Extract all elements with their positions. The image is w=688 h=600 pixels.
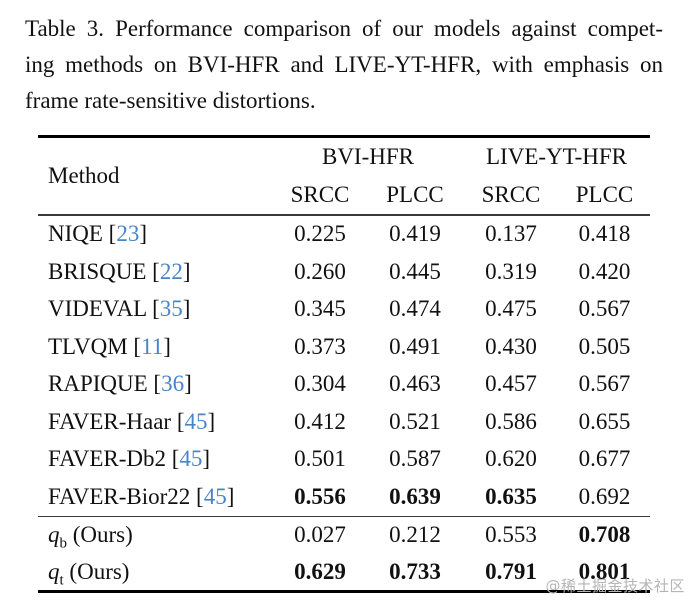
value-cell: 0.445 [389,258,441,284]
value-cell: 0.463 [389,371,441,397]
value-cell: 0.567 [578,296,631,322]
value-cell: 0.639 [389,483,441,509]
citation-link[interactable]: 35 [159,296,183,322]
table-row: TLVQM [11] 0.373 0.491 0.430 0.505 [38,328,650,366]
value-cell: 0.629 [294,558,346,584]
table-body-ours: qb (Ours) 0.027 0.212 0.553 0.708 qt (Ours) 0.… [38,517,650,590]
value-cell: 0.620 [485,446,537,472]
col-header-plcc: PLCC [386,182,444,207]
value-cell: 0.733 [389,558,441,584]
value-cell: 0.430 [485,333,537,359]
citation-link[interactable]: 45 [184,408,208,434]
value-cell: 0.567 [578,371,631,397]
value-cell: 0.419 [389,221,441,247]
method-cell: qb (Ours) [48,522,133,553]
value-cell: 0.373 [294,333,346,359]
table-row: FAVER-Bior22 [45] 0.556 0.639 0.635 0.692 [38,478,650,516]
value-cell: 0.791 [485,558,537,584]
value-cell: 0.225 [294,221,346,247]
method-cell: BRISQUE [22] [48,258,191,284]
citation-link[interactable]: 11 [141,333,164,359]
math-subscript: b [59,536,68,553]
group-header-row: BVI-HFR LIVE-YT-HFR [38,138,650,176]
value-cell: 0.586 [485,408,537,434]
ours-divider-rule [38,515,650,518]
value-cell: 0.260 [294,258,346,284]
table-body-competing: NIQE [23] 0.225 0.419 0.137 0.418 BRISQUE [22… [38,216,650,516]
group-header-live-yt-hfr: LIVE-YT-HFR [486,144,627,169]
table-row: VIDEVAL [35] 0.345 0.474 0.475 0.567 [38,291,650,329]
col-header-srcc: SRCC [481,182,541,207]
value-cell: 0.304 [294,371,346,397]
value-cell: 0.212 [389,522,441,548]
method-cell: FAVER-Haar [45] [48,408,216,434]
method-cell: qt (Ours) [48,558,130,589]
value-cell: 0.655 [578,408,631,434]
value-cell: 0.137 [485,221,537,247]
value-cell: 0.521 [389,408,441,434]
value-cell: 0.556 [294,483,346,509]
caption-line: ing methods on BVI-HFR and LIVE-YT-HFR, … [25,52,663,77]
table-bottom-rule [38,590,650,594]
value-cell: 0.420 [578,258,631,284]
table-top-rule [38,135,650,138]
value-cell: 0.587 [389,446,441,472]
value-cell: 0.319 [485,258,537,284]
citation-link[interactable]: 36 [161,371,185,397]
col-header-plcc: PLCC [575,182,634,207]
table-caption: Table 3. Performance comparison of our m… [25,11,663,119]
value-cell: 0.027 [294,522,346,548]
watermark: @稀土掘金技术社区 [545,577,685,595]
value-cell: 0.501 [294,446,346,472]
method-cell: NIQE [23] [48,221,148,247]
table-row: BRISQUE [22] 0.260 0.445 0.319 0.420 [38,253,650,291]
value-cell: 0.345 [294,296,346,322]
method-cell: FAVER-Bior22 [45] [48,483,235,509]
header-divider-rule [38,214,650,216]
table-row: FAVER-Db2 [45] 0.501 0.587 0.620 0.677 [38,441,650,479]
value-cell: 0.505 [578,333,631,359]
value-cell: 0.801 [578,558,631,584]
table-row: RAPIQUE [36] 0.304 0.463 0.457 0.567 [38,366,650,404]
value-cell: 0.457 [485,371,537,397]
group-header-bvi-hfr: BVI-HFR [321,144,414,169]
method-cell: VIDEVAL [35] [48,296,191,322]
value-cell: 0.692 [578,483,631,509]
value-cell: 0.677 [578,446,631,472]
value-cell: 0.491 [389,333,441,359]
method-column-header: Method [48,163,120,188]
table-header: Method BVI-HFR LIVE-YT-HFR SRCC PLCC SRC… [38,138,650,214]
value-cell: 0.418 [578,221,631,247]
caption-line: Table 3. Performance comparison of our m… [25,16,663,41]
math-symbol: q [48,558,60,584]
value-cell: 0.412 [294,408,346,434]
value-cell: 0.708 [578,522,631,548]
table-row: FAVER-Haar [45] 0.412 0.521 0.586 0.655 [38,403,650,441]
citation-link[interactable]: 23 [116,221,140,247]
citation-link[interactable]: 45 [179,446,203,472]
results-table: Method BVI-HFR LIVE-YT-HFR SRCC PLCC SRC… [38,135,650,594]
citation-link[interactable]: 45 [203,483,227,509]
method-cell: RAPIQUE [36] [48,371,192,397]
method-cell: FAVER-Db2 [45] [48,446,211,472]
col-header-srcc: SRCC [290,182,350,207]
value-cell: 0.474 [389,296,441,322]
sub-header-row: SRCC PLCC SRCC PLCC [38,176,650,214]
citation-link[interactable]: 22 [159,258,183,284]
caption-line: frame rate-sensitive distortions. [25,88,316,113]
table-row: qt (Ours) 0.629 0.733 0.791 0.801 [38,554,650,591]
table-row: NIQE [23] 0.225 0.419 0.137 0.418 [38,216,650,254]
math-subscript: t [59,572,64,589]
value-cell: 0.635 [485,483,537,509]
math-symbol: q [48,522,60,548]
value-cell: 0.475 [485,296,537,322]
table-row: qb (Ours) 0.027 0.212 0.553 0.708 [38,517,650,554]
method-cell: TLVQM [11] [48,333,171,359]
value-cell: 0.553 [485,522,537,548]
